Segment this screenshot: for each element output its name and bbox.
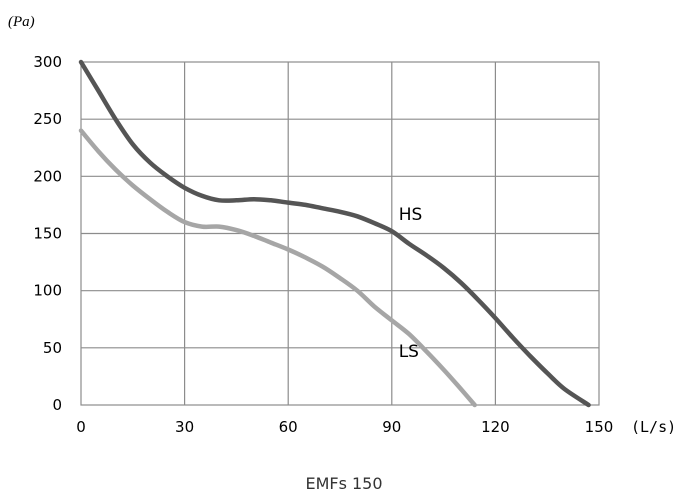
- y-tick-label: 200: [33, 167, 62, 185]
- y-tick-label: 150: [33, 225, 62, 243]
- x-tick-label: 30: [175, 418, 194, 436]
- x-tick-label: 120: [481, 418, 510, 436]
- series-label-hs: HS: [399, 205, 423, 225]
- series-line-hs: [78, 59, 591, 408]
- y-axis-unit: (Pa): [8, 14, 35, 30]
- x-tick-label: 0: [76, 418, 86, 436]
- y-tick-label: 100: [33, 282, 62, 300]
- series-label-ls: LS: [399, 342, 419, 362]
- y-tick-label: 250: [33, 110, 62, 128]
- x-axis-unit: (L/s): [631, 418, 676, 436]
- y-tick-label: 0: [52, 396, 62, 414]
- x-tick-label: 90: [382, 418, 401, 436]
- series-lines: [78, 59, 591, 408]
- chart-title: EMFs 150: [305, 474, 382, 493]
- series-line-ls: [78, 128, 477, 408]
- y-tick-label: 300: [33, 53, 62, 71]
- x-tick-label: 60: [279, 418, 298, 436]
- x-tick-label: 150: [585, 418, 614, 436]
- series-annotations: HS LS: [399, 205, 423, 362]
- y-tick-label: 50: [43, 339, 62, 357]
- grid: [80, 61, 600, 406]
- tick-labels: 0 30 60 90 120 150 0 50 100 150 200 250 300: [33, 53, 613, 436]
